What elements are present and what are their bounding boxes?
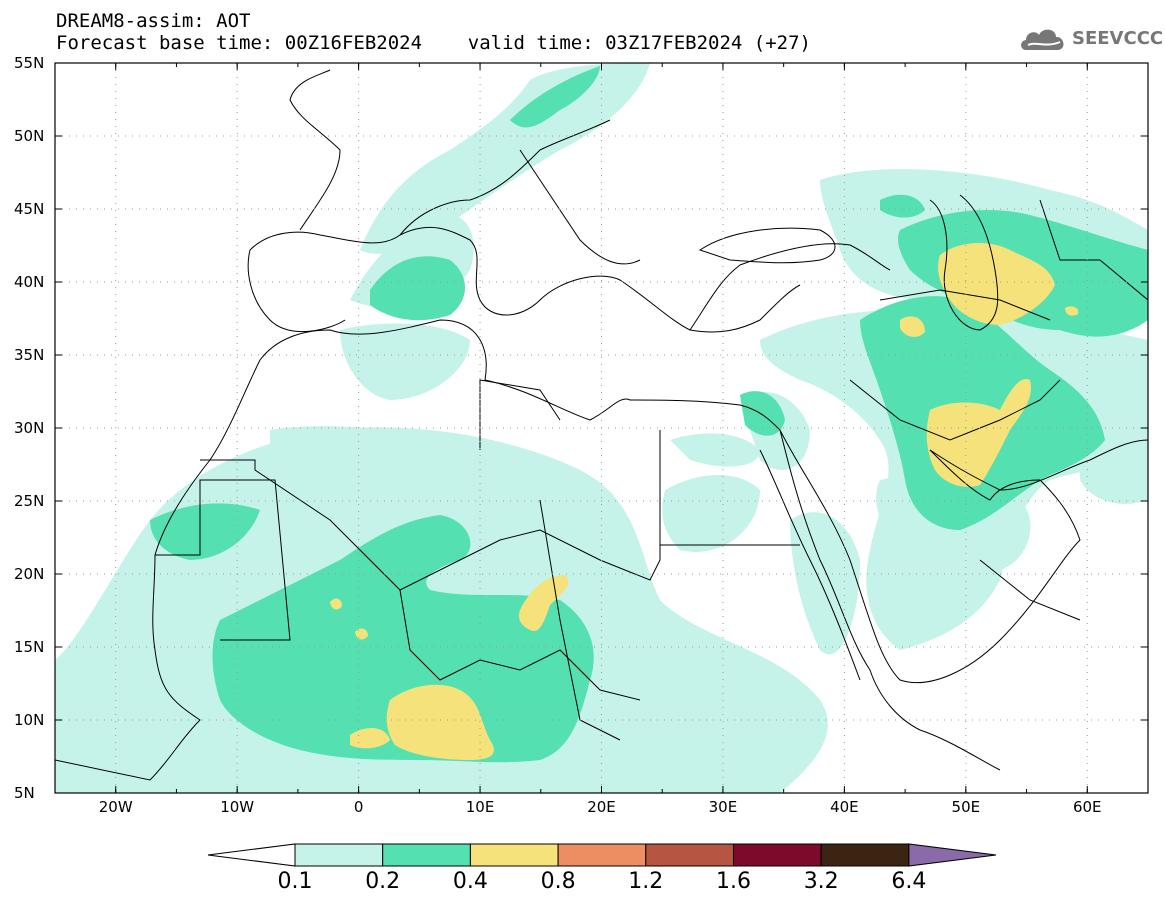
lat-label: 35N (14, 346, 45, 364)
lon-label: 10W (220, 798, 255, 816)
colorbar-box (469, 843, 559, 867)
colorbar-label: 0.4 (452, 869, 488, 894)
colorbar-label: 6.4 (891, 869, 927, 894)
lat-label: 40N (14, 273, 45, 291)
lat-label: 10N (14, 711, 45, 729)
cloud-icon (1021, 29, 1064, 50)
colorbar-label: 0.1 (277, 869, 313, 894)
colorbar-over-arrow (908, 843, 997, 867)
map-title: DREAM8-assim: AOT (56, 10, 251, 32)
lat-label: 15N (14, 638, 45, 656)
lon-label: 60E (1072, 798, 1102, 816)
seevccc-logo: SEEVCCC (1018, 22, 1163, 56)
lat-label: 55N (14, 54, 45, 72)
lon-label: 20W (98, 798, 133, 816)
colorbar-label: 0.2 (365, 869, 401, 894)
colorbar-box (382, 843, 471, 867)
lat-label: 50N (14, 127, 45, 145)
lon-label: 40E (830, 798, 859, 816)
lat-lon-grid (55, 63, 1148, 793)
colorbar-label: 0.8 (540, 869, 576, 894)
lat-label: 25N (14, 492, 45, 510)
colorbar-box (294, 843, 384, 867)
colorbar-box (557, 843, 647, 867)
coastlines-borders (55, 69, 1148, 781)
colorbar-label: 3.2 (803, 869, 839, 894)
colorbar-label: 1.2 (628, 869, 664, 894)
colorbar-box (645, 843, 734, 867)
lon-label: 20E (587, 798, 616, 816)
forecast-time-line: Forecast base time: 00Z16FEB2024 valid t… (56, 32, 811, 54)
lat-label: 20N (14, 565, 45, 583)
lon-label: 30E (708, 798, 738, 816)
lon-label: 10E (465, 798, 495, 816)
logo-text: SEEVCCC (1072, 28, 1164, 49)
lon-label: 0 (353, 798, 364, 816)
lat-label: 30N (14, 419, 45, 437)
colorbar-box (820, 843, 910, 867)
lat-label: 5N (14, 784, 35, 802)
colorbar-under-arrow (207, 843, 296, 867)
colorbar-label: 1.6 (716, 869, 751, 894)
aot-fields (55, 63, 1148, 793)
colorbar-box (733, 843, 822, 867)
lat-label: 45N (14, 200, 45, 218)
lon-label: 50E (951, 798, 981, 816)
colorbar (207, 843, 997, 867)
axis-ticks (54, 62, 1149, 794)
